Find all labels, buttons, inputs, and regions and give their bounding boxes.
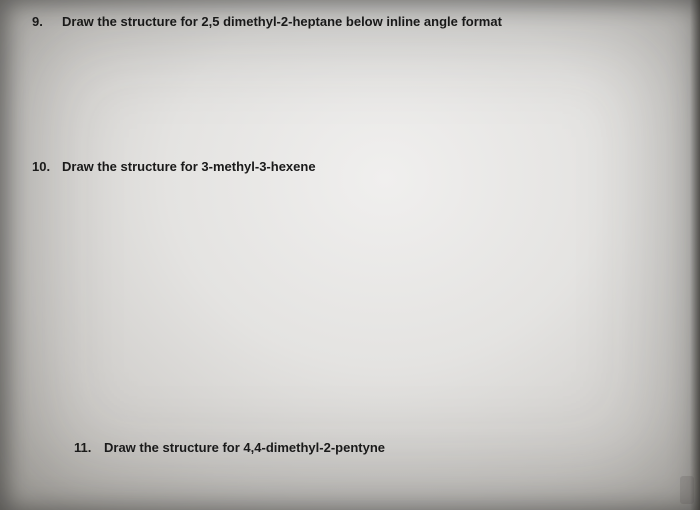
question-text: Draw the structure for 3-methyl-3-hexene [62,159,316,174]
question-number: 10. [32,159,54,176]
worksheet-page: 9. Draw the structure for 2,5 dimethyl-2-… [0,0,700,510]
question-10: 10. Draw the structure for 3-methyl-3-hex… [32,159,668,176]
question-9: 9. Draw the structure for 2,5 dimethyl-2-… [32,14,668,31]
question-11: 11. Draw the structure for 4,4-dimethyl-2… [32,440,668,457]
question-text: Draw the structure for 2,5 dimethyl-2-he… [62,14,502,29]
question-number: 9. [32,14,54,31]
question-text: Draw the structure for 4,4-dimethyl-2-pe… [104,440,385,455]
question-number: 11. [74,440,96,457]
